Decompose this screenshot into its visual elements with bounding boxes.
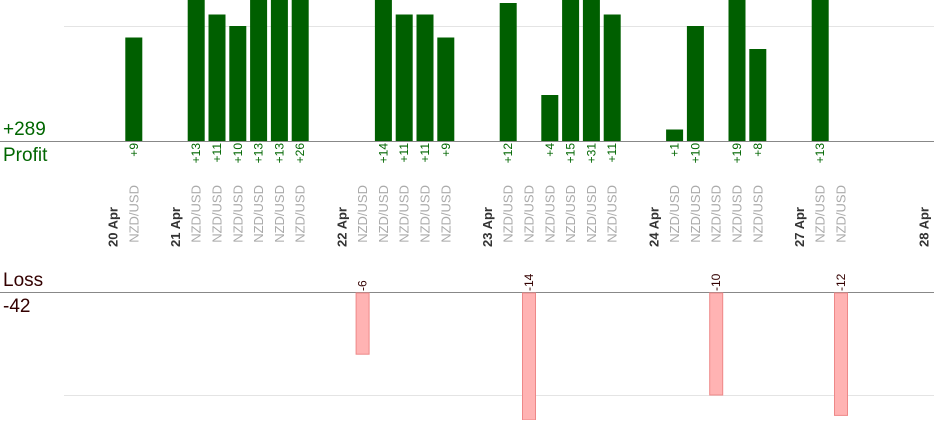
profit-bar <box>375 0 392 141</box>
profit-bar <box>396 15 413 142</box>
profit-bar <box>562 0 579 141</box>
pair-label: NZD/USD <box>293 185 308 243</box>
loss-bar <box>356 293 369 354</box>
pair-label: NZD/USD <box>730 185 745 243</box>
pair-label: NZD/USD <box>501 185 516 243</box>
pair-label: NZD/USD <box>563 185 578 243</box>
profit-value-label: +12 <box>501 143 515 164</box>
profit-value-label: +13 <box>189 143 203 164</box>
profit-value-label: +11 <box>605 143 619 163</box>
profit-value-label: +13 <box>813 143 827 164</box>
pair-label: NZD/USD <box>438 185 453 243</box>
profit-bar <box>500 3 517 141</box>
pair-label: NZD/USD <box>750 185 765 243</box>
labels-layer: 20 Apr +9 NZD/USD 21 Apr +13 NZD/USD +11 NZD/US… <box>106 143 934 291</box>
profit-label: Profit <box>3 145 47 167</box>
loss-bar <box>835 293 848 415</box>
profit-bar <box>541 95 558 141</box>
date-label: 20 Apr <box>106 207 121 247</box>
profit-bar <box>729 0 746 141</box>
pair-label: NZD/USD <box>605 185 620 243</box>
pair-label: NZD/USD <box>355 185 370 243</box>
pair-label: NZD/USD <box>522 185 537 243</box>
profit-bar <box>125 38 142 142</box>
date-label: 28 Apr <box>917 207 932 247</box>
pair-label: NZD/USD <box>251 185 266 243</box>
profit-bar <box>209 15 226 142</box>
pair-label: NZD/USD <box>230 185 245 243</box>
profit-bar <box>583 0 600 141</box>
date-label: 24 Apr <box>646 207 661 247</box>
pair-label: NZD/USD <box>210 185 225 243</box>
date-label: 23 Apr <box>480 207 495 247</box>
profit-bar <box>271 0 288 141</box>
profit-bar <box>749 49 766 141</box>
profit-bar <box>292 0 309 141</box>
pair-label: NZD/USD <box>834 185 849 243</box>
pair-label: NZD/USD <box>542 185 557 243</box>
profit-value-label: +11 <box>210 143 224 163</box>
loss-value-label: -12 <box>834 273 848 291</box>
profit-total: +289 <box>3 119 46 141</box>
profit-value-label: +11 <box>397 143 411 163</box>
pair-label: NZD/USD <box>418 185 433 243</box>
profit-value-label: +26 <box>293 143 307 164</box>
profit-value-label: +9 <box>439 143 453 157</box>
pair-label: NZD/USD <box>709 185 724 243</box>
profit-bar <box>437 38 454 142</box>
profit-value-label: +13 <box>272 143 286 164</box>
loss-value-label: -14 <box>522 273 536 291</box>
date-label: 27 Apr <box>792 207 807 247</box>
profit-bar <box>666 130 683 142</box>
pair-label: NZD/USD <box>126 185 141 243</box>
profit-bar <box>417 15 434 142</box>
loss-value-label: -10 <box>709 273 723 291</box>
pair-label: NZD/USD <box>667 185 682 243</box>
loss-bar <box>523 293 536 420</box>
pair-label: NZD/USD <box>584 185 599 243</box>
loss-value-label: -6 <box>356 280 370 291</box>
profit-value-label: +13 <box>252 143 266 164</box>
date-label: 21 Apr <box>168 207 183 247</box>
profit-bar <box>812 0 829 141</box>
profit-bar <box>250 0 267 141</box>
loss-bar <box>710 293 723 395</box>
profit-value-label: +8 <box>751 143 765 157</box>
pair-label: NZD/USD <box>189 185 204 243</box>
pair-label: NZD/USD <box>397 185 412 243</box>
profit-value-label: +9 <box>127 143 141 157</box>
profit-value-label: +4 <box>543 143 557 157</box>
profit-value-label: +31 <box>584 143 598 164</box>
profit-bar <box>604 15 621 142</box>
date-label: 22 Apr <box>334 207 349 247</box>
profit-value-label: +10 <box>231 143 245 164</box>
profit-bar <box>229 26 246 141</box>
profit-value-label: +10 <box>688 143 702 164</box>
pair-label: NZD/USD <box>376 185 391 243</box>
profit-bar <box>687 26 704 141</box>
loss-total: -42 <box>3 296 30 318</box>
pair-label: NZD/USD <box>688 185 703 243</box>
profit-value-label: +19 <box>730 143 744 164</box>
loss-label: Loss <box>3 270 43 292</box>
pair-label: NZD/USD <box>813 185 828 243</box>
profit-value-label: +11 <box>418 143 432 163</box>
profit-value-label: +15 <box>564 143 578 164</box>
profit-value-label: +1 <box>668 143 682 157</box>
profit-bar <box>188 0 205 141</box>
pair-label: NZD/USD <box>272 185 287 243</box>
profit-value-label: +14 <box>376 143 390 164</box>
